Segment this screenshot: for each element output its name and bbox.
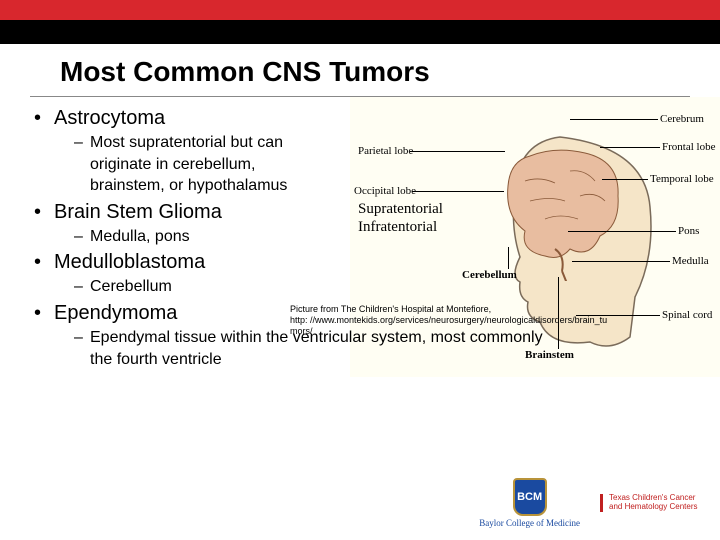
red-accent-bar <box>0 0 720 20</box>
label-line <box>602 179 648 180</box>
title-block: Most Common CNS Tumors <box>30 44 690 97</box>
slide-title: Most Common CNS Tumors <box>60 56 660 88</box>
diagram-label: Temporal lobe <box>650 173 714 185</box>
bcm-text: Baylor College of Medicine <box>479 518 580 528</box>
list-item: Ependymoma Picture from The Children's H… <box>30 302 690 370</box>
image-caption: Picture from The Children's Hospital at … <box>290 304 650 326</box>
bullet-main: Brain Stem Glioma <box>30 201 690 224</box>
content-area: Parietal lobe Occipital lobe Supratentor… <box>0 97 720 370</box>
sub-item: Medulla, pons <box>74 226 690 248</box>
sub-item: Cerebellum <box>74 276 690 298</box>
tcc-logo: Texas Children's Cancer and Hematology C… <box>600 494 700 512</box>
diagram-label: Occipital lobe <box>354 185 416 197</box>
sub-item: Most supratentorial but can originate in… <box>74 132 304 197</box>
black-accent-bar <box>0 20 720 44</box>
sub-list: Ependymal tissue within the ventricular … <box>30 327 690 370</box>
sub-item: Ependymal tissue within the ventricular … <box>74 327 554 370</box>
label-line <box>410 151 505 152</box>
bullet-main: Astrocytoma <box>30 107 690 130</box>
bullet-main: Medulloblastoma <box>30 251 690 274</box>
diagram-label: Parietal lobe <box>358 145 413 157</box>
sub-list: Cerebellum <box>30 276 690 298</box>
diagram-label: Frontal lobe <box>662 141 715 153</box>
footer-logos: BCM Baylor College of Medicine Texas Chi… <box>479 478 700 528</box>
sub-list: Medulla, pons <box>30 226 690 248</box>
bcm-shield-icon: BCM <box>513 478 547 516</box>
label-line <box>600 147 660 148</box>
label-line <box>412 191 504 192</box>
bcm-logo: BCM Baylor College of Medicine <box>479 478 580 528</box>
